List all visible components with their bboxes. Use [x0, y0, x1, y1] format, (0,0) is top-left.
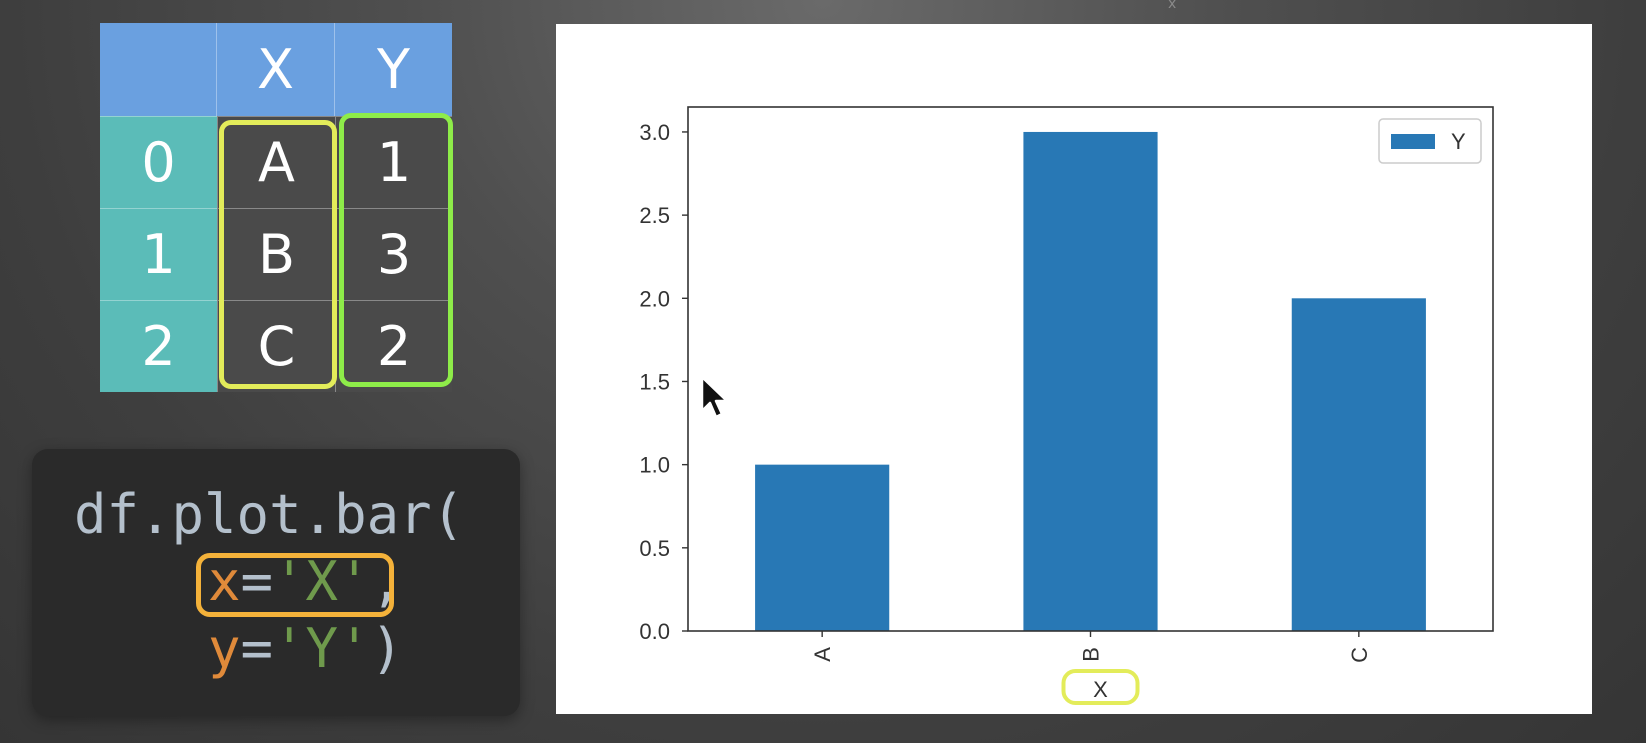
- code-y-keyword: y: [208, 617, 241, 680]
- bar-B: [1023, 131, 1158, 631]
- code-x-keyword: x: [208, 550, 241, 613]
- x-tick-label-B: B: [1079, 647, 1104, 662]
- bar-A: [755, 464, 890, 631]
- x-tick-label-C: C: [1347, 647, 1372, 663]
- table-header-x: X: [217, 23, 335, 116]
- y-tick-label: 1.0: [639, 453, 670, 478]
- y-tick-label: 2.5: [639, 203, 670, 228]
- table-corner-header: [100, 23, 217, 116]
- y-tick-label: 1.5: [639, 369, 670, 394]
- legend-swatch: [1391, 134, 1435, 149]
- table-cell-x-1: B: [217, 208, 335, 300]
- table-index-1: 1: [100, 208, 217, 300]
- x-tick-label-A: A: [810, 647, 835, 662]
- table-index-0: 0: [100, 116, 217, 208]
- table-header-y: Y: [335, 23, 452, 116]
- x-argument-highlight: [196, 553, 394, 617]
- table-cell-x-0: A: [217, 116, 335, 208]
- y-tick-label: 2.0: [639, 286, 670, 311]
- table-cell-y-1: 3: [335, 208, 452, 300]
- code-close-paren: ): [370, 617, 404, 680]
- x-axis-label: X: [1093, 677, 1108, 702]
- legend-label: Y: [1451, 129, 1466, 154]
- code-line-3: y='Y'): [208, 619, 403, 679]
- y-tick-label: 3.0: [639, 120, 670, 145]
- dataframe-table: X Y 0 A 1 1 B 3 2 C 2: [100, 23, 452, 392]
- y-tick-label: 0.0: [639, 619, 670, 644]
- top-mark: x: [1168, 0, 1177, 12]
- code-equals: =: [240, 550, 274, 613]
- table-cell-y-2: 2: [335, 300, 452, 392]
- code-line-2: x='X',: [208, 552, 403, 612]
- bar-C: [1291, 298, 1426, 631]
- code-y-value: 'Y': [273, 617, 371, 680]
- y-tick-label: 0.5: [639, 536, 670, 561]
- table-cell-y-0: 1: [335, 116, 452, 208]
- mouse-cursor-icon: [700, 375, 730, 425]
- bar-chart-panel: 0.0 0.5 1.0 1.5 2.0 2.5 3.0 A B C X Y: [556, 24, 1592, 714]
- table-index-2: 2: [100, 300, 217, 392]
- code-equals: =: [240, 617, 274, 680]
- code-line-1: df.plot.bar(: [74, 483, 465, 546]
- code-panel: df.plot.bar( x='X', y='Y'): [32, 449, 520, 716]
- x-axis-label-highlight: [1061, 669, 1140, 705]
- table-cell-x-2: C: [217, 300, 335, 392]
- code-x-value: 'X': [273, 550, 371, 613]
- bar-chart: 0.0 0.5 1.0 1.5 2.0 2.5 3.0 A B C X Y: [639, 106, 1494, 705]
